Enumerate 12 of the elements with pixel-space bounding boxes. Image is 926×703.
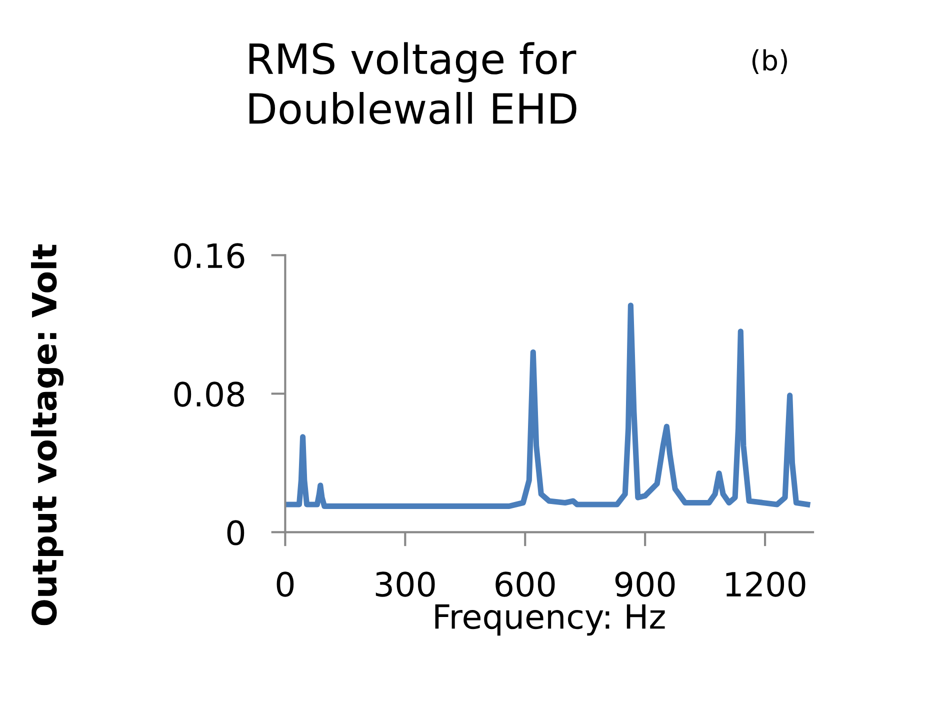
text: (b) xyxy=(752,49,787,74)
x-tick-label: 900 xyxy=(615,572,675,597)
x-tick-label: 1200 xyxy=(726,572,806,597)
x-axis-title: Frequency: Hz xyxy=(435,604,665,636)
y-tick-label: 0 xyxy=(227,520,244,546)
x-tick-label: 300 xyxy=(376,572,435,597)
chart-title: RMS voltage for Doublewall EHD xyxy=(249,42,576,124)
x-tick-label: 0 xyxy=(276,572,294,597)
y-tick-label: 0.16 xyxy=(174,243,244,268)
y-axis-title: Output voltage: Volt xyxy=(31,244,64,626)
x-tick-label: 600 xyxy=(496,572,555,597)
y-tick-label: 0.08 xyxy=(174,382,244,407)
